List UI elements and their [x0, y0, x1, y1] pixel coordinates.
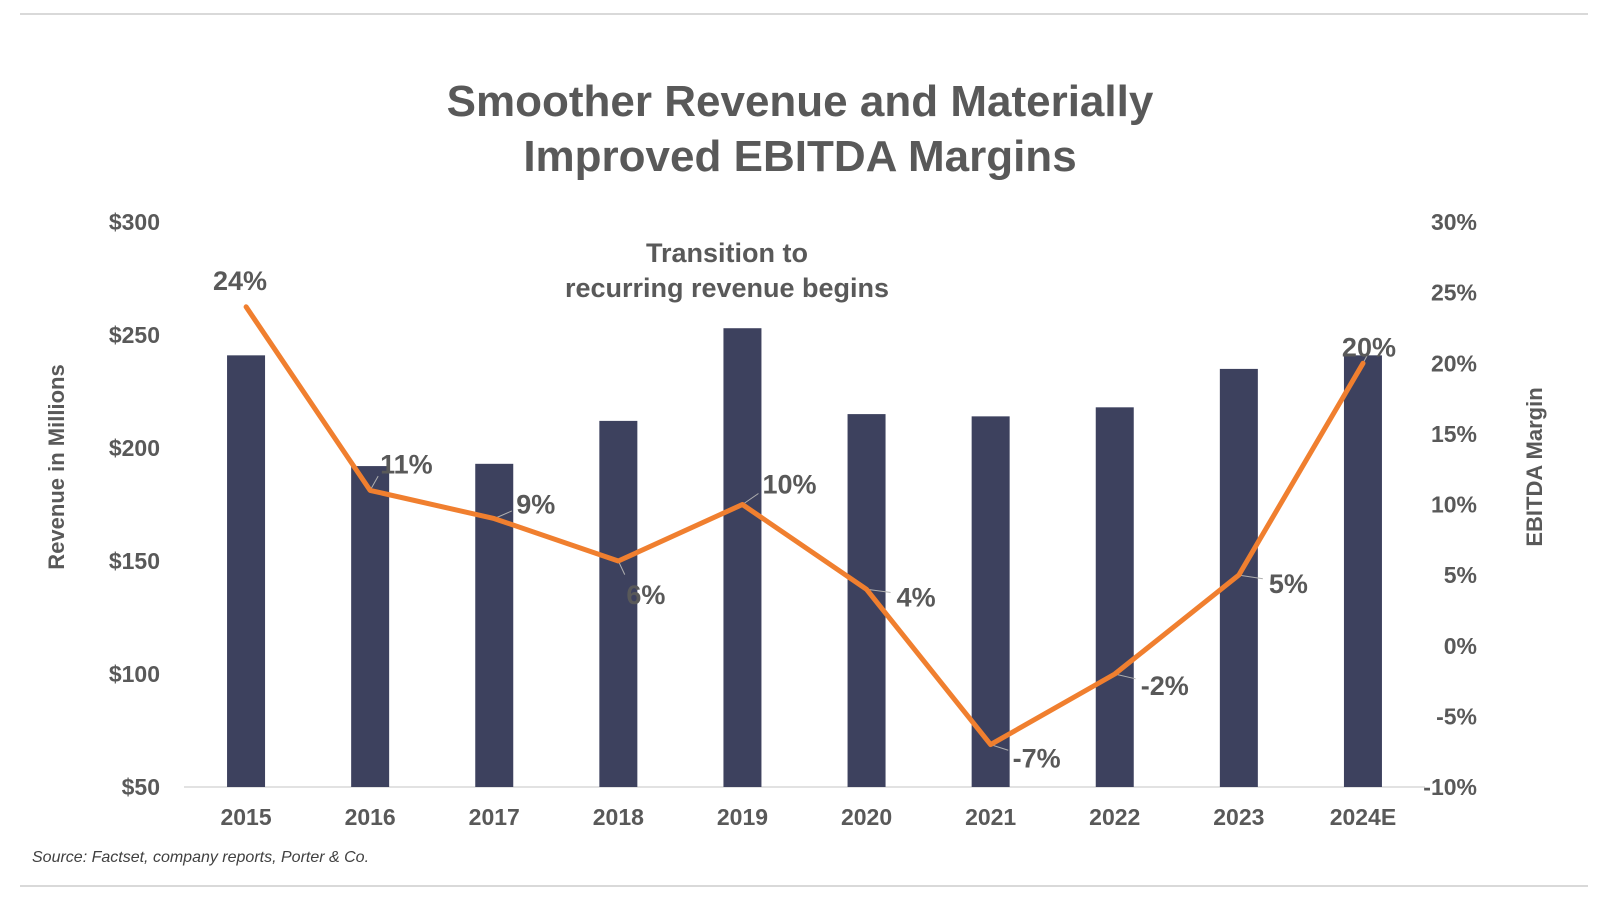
x-axis-ticks: 2015 2016 2017 2018 2019 2020 2021 2022 2023 2024…	[220, 804, 1396, 830]
y-tick-label: $300	[109, 209, 160, 235]
x-tick-label-2022: 2022	[1089, 804, 1140, 830]
x-tick-label-2018: 2018	[593, 804, 644, 830]
revenue-bar-2018	[599, 420, 638, 787]
x-tick-label-2020: 2020	[841, 804, 892, 830]
leader-line-2020	[866, 588, 891, 593]
margin-label-2022: -2%	[1141, 671, 1189, 701]
y2-tick-label: 20%	[1431, 350, 1477, 376]
leader-line-2019	[742, 493, 759, 505]
margin-label-2024E: 20%	[1342, 332, 1396, 362]
bar-series	[227, 328, 1382, 787]
y2-tick-label: -5%	[1436, 703, 1477, 729]
y-tick-label: $150	[109, 548, 160, 574]
top-divider	[20, 13, 1588, 15]
y2-tick-label: 25%	[1431, 280, 1477, 306]
y-tick-label: $100	[109, 661, 160, 687]
y2-axis-title: EBITDA Margin	[1522, 387, 1547, 546]
leader-line-2018	[617, 560, 626, 575]
revenue-bar-2019	[723, 328, 762, 787]
margin-label-2017: 9%	[516, 490, 555, 520]
chart-title-line-2: Improved EBITDA Margins	[523, 132, 1076, 181]
annotation-line-2: recurring revenue begins	[565, 273, 889, 303]
margin-label-2023: 5%	[1269, 569, 1308, 599]
y2-tick-label: -10%	[1423, 774, 1477, 800]
x-tick-label-2023: 2023	[1213, 804, 1264, 830]
y-tick-label: $50	[122, 774, 160, 800]
ebitda-margin-line	[243, 304, 1366, 748]
leader-line-2022	[1114, 673, 1136, 680]
margin-label-2016: 11%	[380, 449, 433, 479]
x-tick-label-2024E: 2024E	[1330, 804, 1397, 830]
x-tick-label-2017: 2017	[469, 804, 520, 830]
y2-tick-label: 15%	[1431, 421, 1477, 447]
y2-axis-ticks: -10% -5% 0% 5% 10% 15% 20% 25% 30%	[1423, 209, 1477, 800]
y-axis-ticks: $50 $100 $150 $200 $250 $300	[109, 209, 160, 800]
y-axis-title: Revenue in Millions	[44, 364, 69, 569]
margin-label-2020: 4%	[897, 582, 936, 612]
bottom-divider	[20, 885, 1588, 887]
revenue-bar-2015	[227, 355, 266, 787]
x-tick-label-2019: 2019	[717, 804, 768, 830]
x-tick-label-2016: 2016	[345, 804, 396, 830]
y2-tick-label: 0%	[1444, 633, 1477, 659]
y2-tick-label: 10%	[1431, 492, 1477, 518]
annotation-line-1: Transition to	[646, 238, 808, 268]
y2-tick-label: 30%	[1431, 209, 1477, 235]
chart-title-line-1: Smoother Revenue and Materially	[447, 77, 1154, 126]
revenue-bar-2016	[351, 466, 390, 787]
margin-label-2015: 24%	[213, 266, 267, 296]
y-tick-label: $250	[109, 322, 160, 348]
x-tick-label-2021: 2021	[965, 804, 1016, 830]
revenue-bar-2020	[847, 414, 886, 787]
margin-label-2019: 10%	[762, 470, 816, 500]
data-labels: 24% 11% 9% 6% 10% 4% -7% -2% 5% 20%	[213, 266, 1396, 774]
revenue-bar-2022	[1095, 407, 1134, 787]
x-tick-label-2015: 2015	[220, 804, 271, 830]
y2-tick-label: 5%	[1444, 562, 1477, 588]
y-tick-label: $200	[109, 435, 160, 461]
revenue-bar-2024E	[1343, 355, 1382, 787]
leader-line-2023	[1238, 574, 1263, 580]
margin-label-2021: -7%	[1013, 744, 1061, 774]
margin-series	[243, 304, 1366, 748]
margin-label-2018: 6%	[626, 580, 665, 610]
source-note: Source: Factset, company reports, Porter…	[32, 849, 370, 866]
